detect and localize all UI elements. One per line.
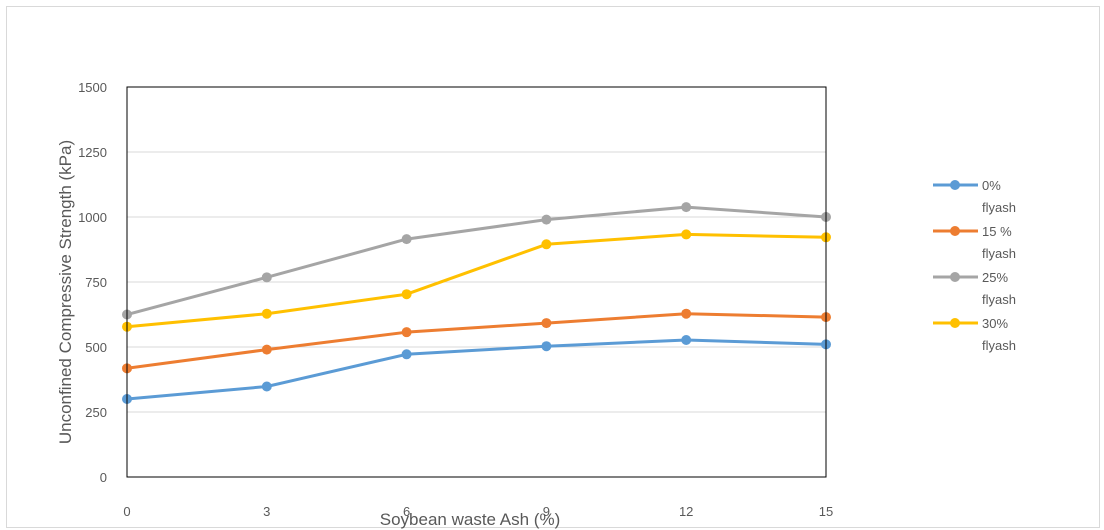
series-line [126,205,827,316]
data-point [681,334,692,345]
data-point [401,349,412,360]
data-point [541,239,552,250]
y-tick-label: 1500 [78,80,107,95]
plot-area-border [126,86,827,478]
legend-swatch-marker [950,180,960,190]
data-point [401,234,412,245]
legend-item: 15 % flyash [933,224,1016,261]
legend-label-line: flyash [982,246,1016,261]
series-line [126,232,827,329]
legend-label-line: 25% [982,270,1008,285]
data-point [261,344,272,355]
legend-label-line: flyash [982,338,1016,353]
y-tick-label: 0 [100,470,107,485]
data-point [261,381,272,392]
data-point [401,289,412,300]
legend-label-line: 0% [982,178,1001,193]
chart-frame [6,6,1100,528]
x-tick-label: 15 [819,504,833,519]
series-1 [122,308,831,374]
legend-swatch-marker [950,318,960,328]
legend-label-line: flyash [982,200,1016,215]
data-point [681,202,692,213]
y-tick-label: 1000 [78,210,107,225]
legend: 0% flyash 15 % flyash 25% flyash 30% flyash [933,178,1016,353]
x-tick-label: 3 [263,504,270,519]
x-tick-label: 0 [123,504,130,519]
data-point [541,214,552,225]
data-point [681,308,692,319]
series-0 [122,334,831,404]
legend-label-line: flyash [982,292,1016,307]
series-line [126,338,827,401]
x-tick-label: 9 [543,504,550,519]
y-axis-title: Unconfined Compressive Strength (kPa) [56,140,75,444]
legend-item: 25% flyash [933,270,1016,307]
data-point [401,327,412,338]
legend-item: 0% flyash [933,178,1016,215]
y-tick-label: 500 [85,340,107,355]
y-tick-label: 250 [85,405,107,420]
legend-swatch-marker [950,272,960,282]
x-tick-label: 6 [403,504,410,519]
legend-label-line: 15 % [982,224,1012,239]
legend-label: 0% flyash [982,178,1016,215]
data-point [261,272,272,283]
series-group [122,202,831,404]
legend-label: 15 % flyash [982,224,1016,261]
series-2 [122,202,831,320]
y-tick-label: 750 [85,275,107,290]
x-axis-title: Soybean waste Ash (%) [380,510,560,529]
data-point [541,318,552,329]
legend-item: 30% flyash [933,316,1016,353]
data-point [541,341,552,352]
x-tick-label: 12 [679,504,693,519]
legend-swatch-marker [950,226,960,236]
y-tick-label: 1250 [78,145,107,160]
x-axis-ticks: 0 3 6 9 12 15 [123,504,833,519]
legend-label: 30% flyash [982,316,1016,353]
data-point [681,229,692,240]
y-axis-ticks: 0 250 500 750 1000 1250 1500 [78,80,107,485]
legend-label-line: 30% [982,316,1008,331]
gridlines [127,151,826,413]
data-point [261,308,272,319]
series-3 [122,229,831,332]
series-line [126,312,827,370]
legend-label: 25% flyash [982,270,1016,307]
